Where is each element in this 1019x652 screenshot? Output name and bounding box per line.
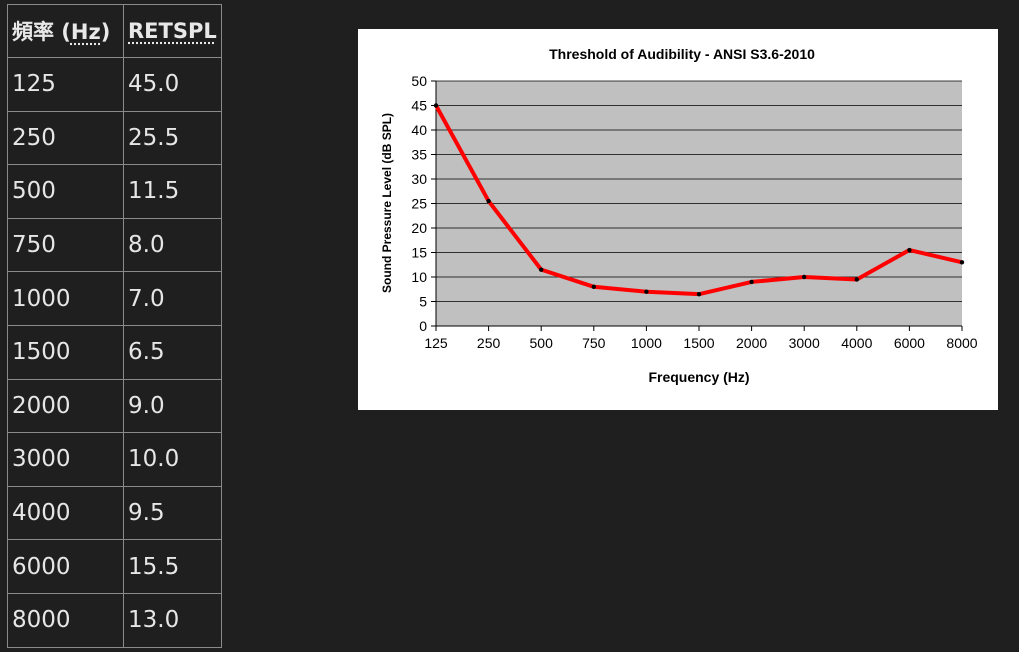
data-point xyxy=(959,260,965,265)
x-tick-label: 1000 xyxy=(631,335,662,351)
data-point xyxy=(433,103,439,108)
cell-retspl: 8.0 xyxy=(123,217,222,273)
chart-panel: Threshold of Audibility - ANSI S3.6-2010… xyxy=(358,29,998,410)
table-row: 1000 7.0 xyxy=(7,271,222,326)
plot-area: 0 5 10 15 20 25 30 35 40 45 50 125 250 500 750 1000 1500… xyxy=(411,73,977,351)
x-tick-label: 500 xyxy=(530,335,554,351)
chart-title: Threshold of Audibility - ANSI S3.6-2010 xyxy=(549,46,815,62)
table-row: 4000 9.5 xyxy=(7,485,222,541)
retspl-table: 頻率 (Hz) RETSPL 125 45.0 250 25.5 500 11.5 7… xyxy=(7,4,222,648)
data-point xyxy=(854,277,859,282)
y-tick-label: 40 xyxy=(411,122,427,138)
cell-frequency: 125 xyxy=(7,57,124,112)
cell-frequency: 750 xyxy=(7,217,124,273)
x-axis-label: Frequency (Hz) xyxy=(648,369,749,385)
cell-retspl: 10.0 xyxy=(123,432,222,487)
data-point xyxy=(696,291,702,297)
cell-frequency: 6000 xyxy=(7,539,124,594)
cell-retspl: 9.0 xyxy=(123,378,222,434)
x-tick-label: 8000 xyxy=(946,335,977,351)
x-tick-label: 1500 xyxy=(683,335,714,351)
y-tick-label: 45 xyxy=(411,98,427,114)
cell-frequency: 3000 xyxy=(7,432,124,487)
x-tick-label: 4000 xyxy=(841,335,872,351)
x-tick-label: 2000 xyxy=(736,335,767,351)
cell-retspl: 6.5 xyxy=(123,324,222,380)
cell-frequency: 8000 xyxy=(7,592,124,648)
y-tick-label: 15 xyxy=(411,245,427,261)
threshold-chart: Threshold of Audibility - ANSI S3.6-2010… xyxy=(380,46,978,385)
y-tick-label: 20 xyxy=(411,220,427,236)
cell-retspl: 11.5 xyxy=(123,164,222,219)
header-retspl: RETSPL xyxy=(123,4,222,58)
cell-retspl: 7.0 xyxy=(123,271,222,326)
table-row: 3000 10.0 xyxy=(7,432,222,487)
table-row: 750 8.0 xyxy=(7,217,222,273)
retspl-table-container: 頻率 (Hz) RETSPL 125 45.0 250 25.5 500 11.5 7… xyxy=(7,4,222,648)
data-point xyxy=(591,284,596,289)
table-row: 8000 13.0 xyxy=(7,592,222,648)
y-tick-label: 0 xyxy=(419,318,427,334)
data-point xyxy=(907,247,912,253)
cell-frequency: 500 xyxy=(7,164,124,219)
header-frequency-suffix: ) xyxy=(100,20,111,44)
table-row: 125 45.0 xyxy=(7,57,222,112)
cell-frequency: 250 xyxy=(7,110,124,166)
table-row: 500 11.5 xyxy=(7,164,222,219)
header-retspl-abbr: RETSPL xyxy=(128,19,217,43)
cell-retspl: 13.0 xyxy=(123,592,222,648)
x-tick-label: 3000 xyxy=(789,335,820,351)
y-tick-label: 10 xyxy=(411,269,427,285)
cell-frequency: 1000 xyxy=(7,271,124,326)
y-tick-label: 50 xyxy=(411,73,427,89)
cell-retspl: 9.5 xyxy=(123,485,222,541)
header-frequency: 頻率 (Hz) xyxy=(7,4,124,58)
table-row: 2000 9.0 xyxy=(7,378,222,434)
cell-frequency: 4000 xyxy=(7,485,124,541)
x-tick-label: 750 xyxy=(582,335,606,351)
header-hz-abbr: Hz xyxy=(70,20,101,44)
x-tick-label: 125 xyxy=(424,335,448,351)
data-point xyxy=(802,274,807,280)
table-row: 250 25.5 xyxy=(7,110,222,166)
x-tick-label: 250 xyxy=(477,335,501,351)
x-tick-label: 6000 xyxy=(894,335,925,351)
y-tick-label: 5 xyxy=(419,294,427,310)
cell-retspl: 15.5 xyxy=(123,539,222,594)
cell-frequency: 2000 xyxy=(7,378,124,434)
table-row: 6000 15.5 xyxy=(7,539,222,594)
table-header-row: 頻率 (Hz) RETSPL xyxy=(7,4,222,58)
data-point xyxy=(486,198,491,204)
y-tick-label: 30 xyxy=(411,171,427,187)
y-tick-label: 25 xyxy=(411,196,427,212)
header-frequency-prefix: 頻率 ( xyxy=(12,20,71,44)
y-axis-label: Sound Pressure Level (dB SPL) xyxy=(380,113,394,293)
data-point xyxy=(749,279,754,285)
cell-retspl: 25.5 xyxy=(123,110,222,166)
data-point xyxy=(644,289,649,294)
table-row: 1500 6.5 xyxy=(7,324,222,380)
data-point xyxy=(539,267,544,272)
cell-frequency: 1500 xyxy=(7,324,124,380)
cell-retspl: 45.0 xyxy=(123,57,222,112)
y-tick-label: 35 xyxy=(411,147,427,163)
